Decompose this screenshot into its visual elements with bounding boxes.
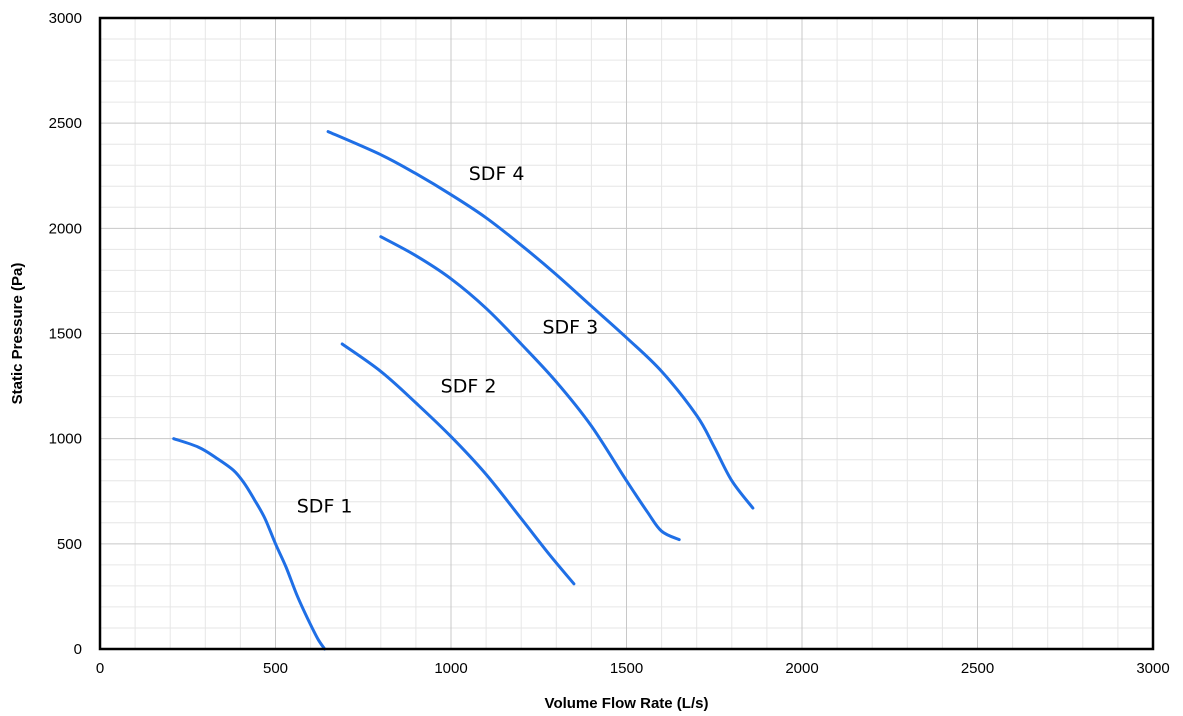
y-axis-ticks: 0 500 1000 1500 2000 2500 3000 (49, 10, 82, 658)
x-axis-ticks: 0 500 1000 1500 2000 2500 3000 (96, 660, 1170, 677)
series-annotation: SDF 2 (441, 375, 497, 397)
series-annotation: SDF 1 (297, 495, 353, 517)
x-tick-label: 1500 (610, 660, 643, 677)
y-tick-label: 0 (74, 641, 82, 658)
x-tick-label: 1000 (434, 660, 467, 677)
series-annotation: SDF 4 (469, 163, 525, 185)
x-tick-label: 2000 (785, 660, 818, 677)
x-tick-label: 3000 (1136, 660, 1169, 677)
x-tick-label: 0 (96, 660, 104, 677)
series-line-sdf-1 (172, 437, 327, 651)
x-tick-label: 500 (263, 660, 288, 677)
x-axis-title: Volume Flow Rate (L/s) (545, 695, 709, 712)
plot-frame (98, 16, 1155, 651)
y-axis-title: Static Pressure (Pa) (9, 263, 26, 405)
major-gridlines (99, 17, 1154, 650)
series-line-sdf-2 (340, 342, 576, 586)
y-tick-label: 1000 (49, 431, 82, 448)
y-tick-label: 3000 (49, 10, 82, 27)
y-tick-label: 500 (57, 536, 82, 553)
x-tick-label: 2500 (961, 660, 994, 677)
y-tick-label: 2500 (49, 115, 82, 132)
series-lines (172, 130, 755, 651)
series-line-sdf-3 (379, 235, 681, 542)
series-annotations: SDF 1 SDF 2 SDF 3 SDF 4 (297, 163, 598, 517)
series-line-sdf-4 (326, 130, 755, 510)
y-tick-label: 2000 (49, 220, 82, 237)
series-annotation: SDF 3 (542, 317, 598, 339)
y-tick-label: 1500 (49, 326, 82, 343)
